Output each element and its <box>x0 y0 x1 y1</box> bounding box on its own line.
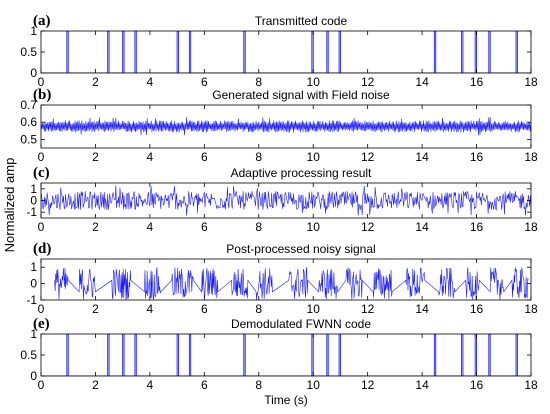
x-tick-label: 10 <box>307 220 321 234</box>
x-tick-label: 14 <box>415 75 429 89</box>
y-tick-label: 0 <box>30 194 37 208</box>
x-tick-label: 8 <box>255 75 262 89</box>
x-tick-label: 12 <box>361 302 375 316</box>
x-tick-label: 4 <box>147 220 154 234</box>
x-tick-label: 2 <box>92 378 99 392</box>
x-tick-label: 12 <box>361 75 375 89</box>
axes-frame <box>40 30 532 74</box>
shared-y-axis-label: Normalized amp <box>2 158 17 253</box>
y-tick-label: -1 <box>26 205 37 219</box>
x-tick-label: 18 <box>524 378 538 392</box>
series-group <box>41 185 531 216</box>
y-tick-label: 0.7 <box>20 98 37 112</box>
x-tick-label: 8 <box>255 220 262 234</box>
x-tick-label: 10 <box>307 75 321 89</box>
x-tick-label: 10 <box>307 302 321 316</box>
x-tick-label: 18 <box>524 302 538 316</box>
x-tick-label: 6 <box>201 150 208 164</box>
x-tick-label: 18 <box>524 150 538 164</box>
x-tick-label: 8 <box>255 378 262 392</box>
x-tick-label: 8 <box>255 150 262 164</box>
x-tick-label: 12 <box>361 378 375 392</box>
axes-frame <box>40 182 532 219</box>
x-tick-label: 2 <box>92 302 99 316</box>
x-tick-label: 0 <box>38 150 45 164</box>
panel-title: Adaptive processing result <box>231 166 372 180</box>
x-tick-label: 2 <box>92 75 99 89</box>
x-tick-label: 16 <box>470 302 484 316</box>
panel-label: (a) <box>33 13 51 29</box>
x-tick-label: 14 <box>415 150 429 164</box>
x-tick-label: 6 <box>201 302 208 316</box>
x-tick-label: 2 <box>92 150 99 164</box>
x-tick-label: 12 <box>361 220 375 234</box>
panel-label: (e) <box>33 316 50 332</box>
x-tick-label: 18 <box>524 75 538 89</box>
x-tick-label: 6 <box>201 220 208 234</box>
panel-label: (b) <box>33 87 51 103</box>
series-line <box>41 117 531 136</box>
axes-frame <box>40 333 532 377</box>
y-tick-label: 0 <box>30 369 37 383</box>
x-tick-label: 0 <box>38 75 45 89</box>
panel-b: 0 2 4 6 8 10 12 14 16 18 0.5 0.6 0.7 Generated signal… <box>20 87 538 164</box>
series-line <box>41 334 531 376</box>
x-tick-label: 14 <box>415 220 429 234</box>
y-tick-label: 0.5 <box>20 132 37 146</box>
panel-title: Generated signal with Field noise <box>212 88 390 102</box>
series-group <box>41 117 531 136</box>
axes-frame <box>40 104 532 149</box>
y-tick-label: 0 <box>30 277 37 291</box>
panel-label: (c) <box>33 165 50 181</box>
y-tick-label: -1 <box>26 293 37 307</box>
series-line <box>41 31 531 73</box>
panel-title: Demodulated FWNN code <box>231 317 371 331</box>
series-group <box>54 267 529 300</box>
x-tick-label: 6 <box>201 378 208 392</box>
series-group <box>41 334 531 376</box>
x-tick-label: 4 <box>147 75 154 89</box>
x-tick-label: 16 <box>470 378 484 392</box>
x-tick-label: 4 <box>147 302 154 316</box>
x-tick-label: 10 <box>307 378 321 392</box>
x-tick-label: 2 <box>92 220 99 234</box>
x-tick-label: 16 <box>470 150 484 164</box>
y-tick-label: 0.6 <box>20 115 37 129</box>
panel-title: Transmitted code <box>255 14 348 28</box>
axes-frame <box>40 258 532 301</box>
y-tick-label: 1 <box>30 24 37 38</box>
series-group <box>41 31 531 73</box>
y-tick-label: 1 <box>30 182 37 196</box>
x-tick-label: 16 <box>470 220 484 234</box>
panel-label: (d) <box>33 241 51 257</box>
panel-title: Post-processed noisy signal <box>226 242 375 256</box>
x-tick-label: 4 <box>147 378 154 392</box>
panel-e: 0 2 4 6 8 10 12 14 16 18 0 0.5 1 Demodulated FWNN cod… <box>20 316 538 407</box>
series-line <box>54 267 529 300</box>
x-tick-label: 0 <box>38 220 45 234</box>
y-tick-label: 0.5 <box>20 348 37 362</box>
y-tick-label: 0.5 <box>20 45 37 59</box>
panel-a: 0 2 4 6 8 10 12 14 16 18 0 0.5 1 Transmitted code (a) <box>20 13 538 89</box>
x-tick-label: 16 <box>470 75 484 89</box>
series-line <box>41 185 531 216</box>
x-tick-label: 18 <box>524 220 538 234</box>
x-tick-label: 4 <box>147 150 154 164</box>
y-tick-label: 1 <box>30 327 37 341</box>
x-tick-label: 6 <box>201 75 208 89</box>
y-tick-label: 0 <box>30 66 37 80</box>
x-tick-label: 0 <box>38 378 45 392</box>
x-tick-label: 14 <box>415 302 429 316</box>
x-tick-label: 12 <box>361 150 375 164</box>
x-tick-label: 10 <box>307 150 321 164</box>
x-tick-label: 0 <box>38 302 45 316</box>
x-tick-label: 8 <box>255 302 262 316</box>
x-axis-label: Time (s) <box>264 393 308 407</box>
y-tick-label: 1 <box>30 260 37 274</box>
x-tick-label: 14 <box>415 378 429 392</box>
